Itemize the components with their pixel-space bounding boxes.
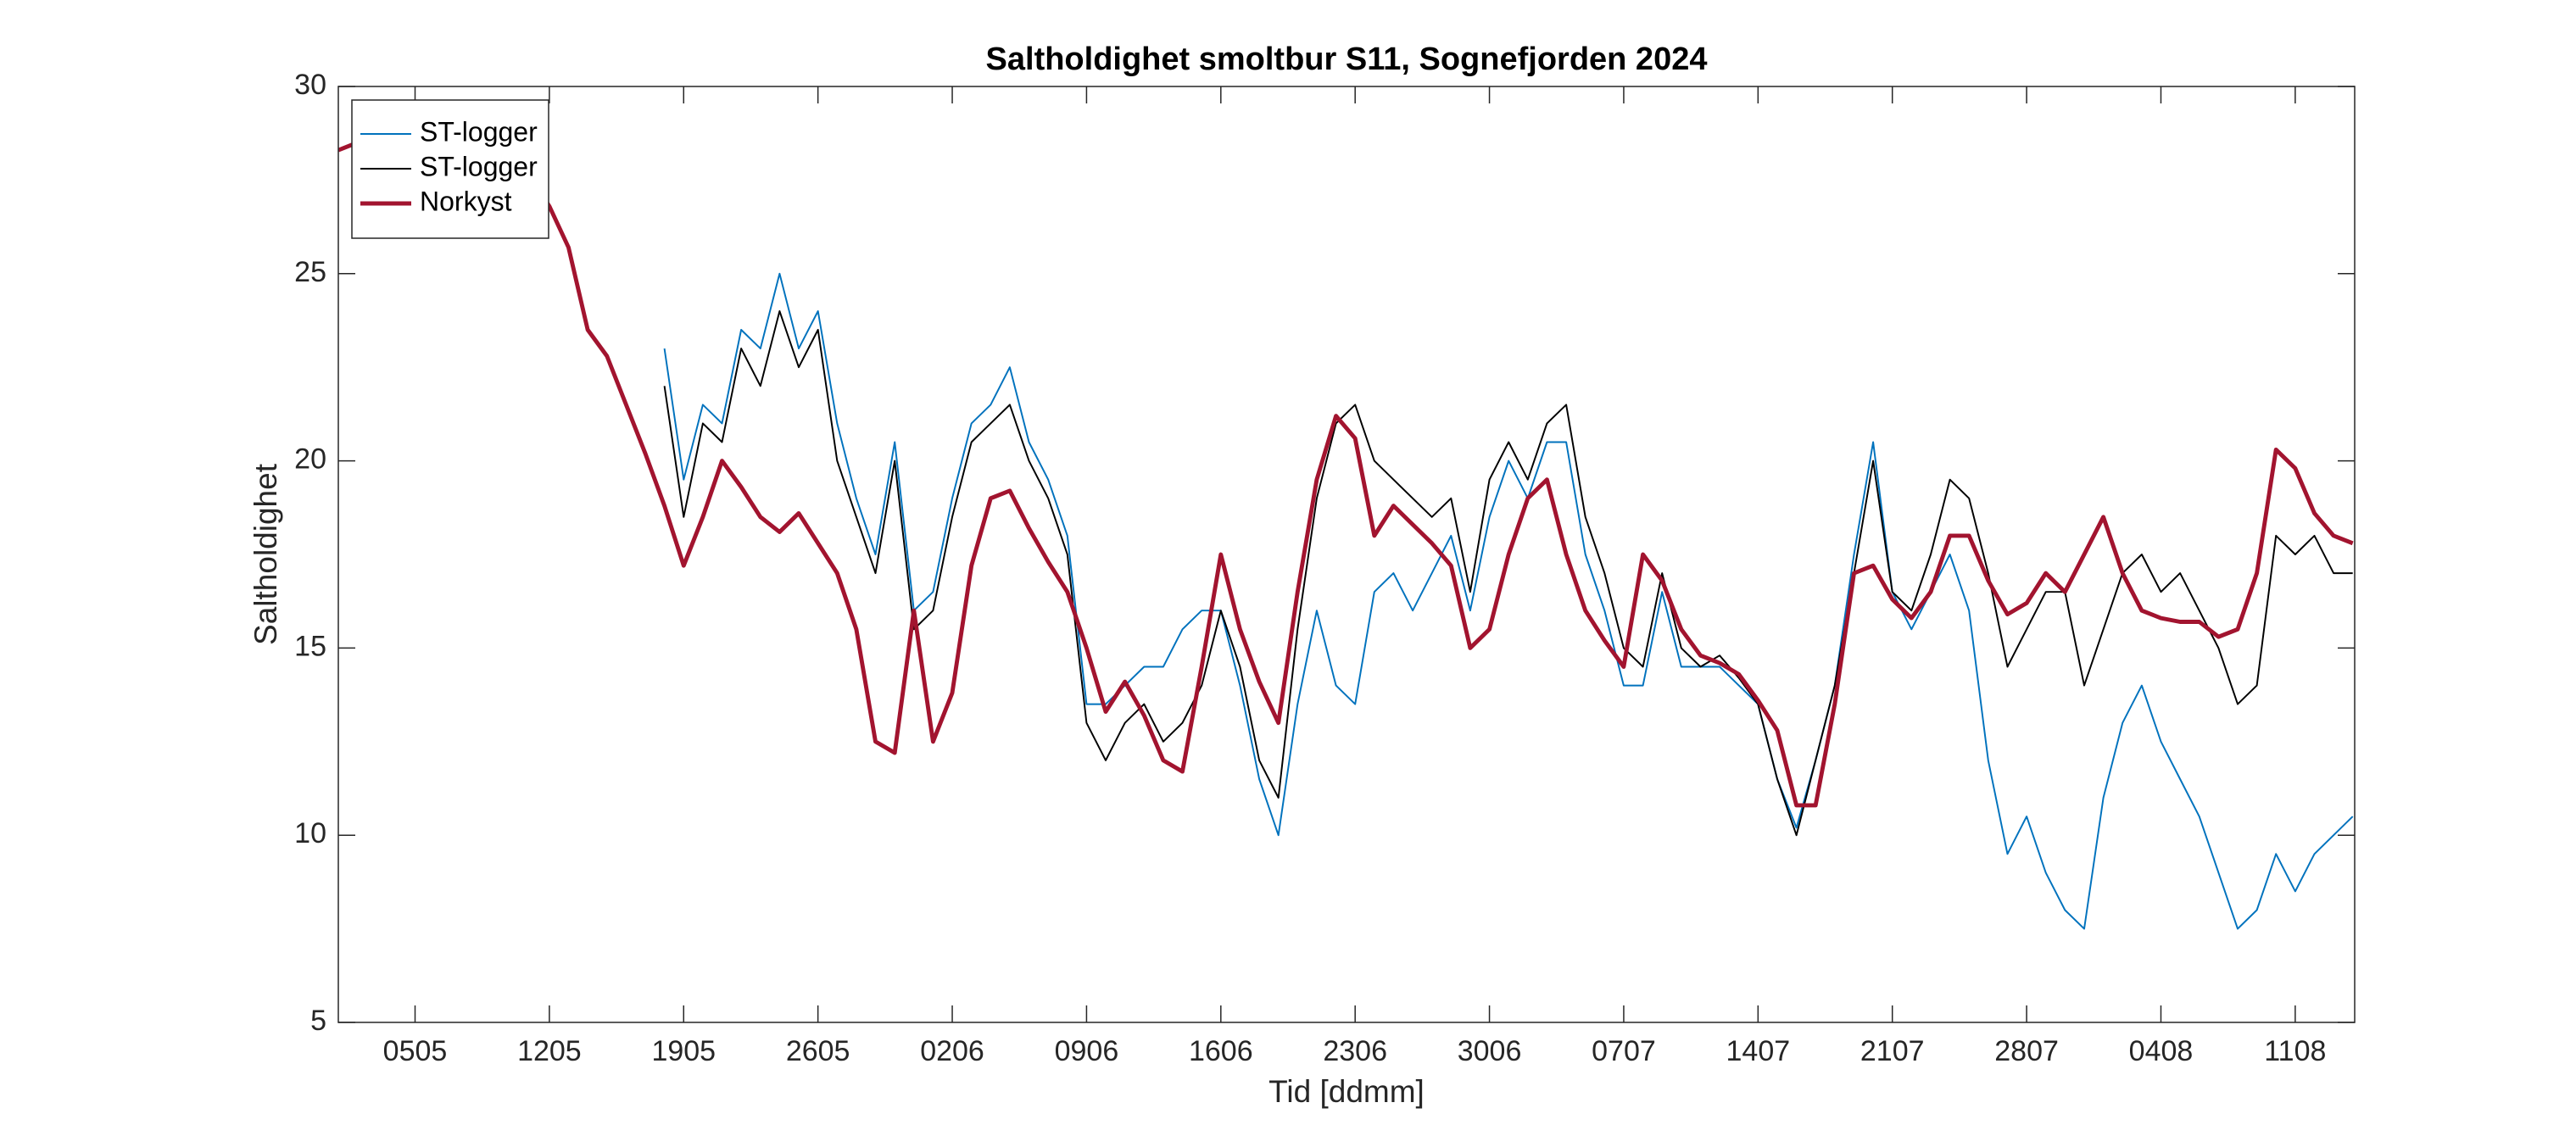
y-tick-label: 15 (294, 630, 326, 662)
series-line (663, 272, 2354, 930)
x-tick-label: 1108 (2264, 1035, 2326, 1067)
x-tick-label: 2306 (1323, 1035, 1387, 1067)
x-tick-label: 3006 (1458, 1035, 1522, 1067)
x-tick-label: 2605 (786, 1035, 850, 1067)
y-tick-label: 10 (294, 817, 326, 849)
x-tick-label: 0707 (1592, 1035, 1656, 1067)
legend-label: ST-logger (420, 116, 538, 147)
y-tick-label: 5 (310, 1005, 326, 1037)
x-tick-label: 1407 (1726, 1035, 1791, 1067)
x-tick-label: 0206 (920, 1035, 984, 1067)
x-tick-label: 2107 (1860, 1035, 1925, 1067)
chart-title: Saltholdighet smoltbur S11, Sognefjorden… (986, 42, 1708, 77)
x-tick-label: 1205 (517, 1035, 582, 1067)
series-line (338, 99, 2354, 808)
x-axis-label: Tid [ddmm] (1268, 1074, 1425, 1109)
legend-label: Norkyst (420, 186, 512, 216)
legend-label: ST-logger (420, 151, 538, 181)
y-axis-label: Saltholdighet (248, 463, 283, 645)
plot-frame (337, 86, 2356, 1023)
y-tick-label: 25 (294, 256, 326, 288)
x-tick-label: 0408 (2129, 1035, 2194, 1067)
y-tick-label: 30 (294, 69, 326, 101)
x-tick-label: 1905 (651, 1035, 716, 1067)
x-tick-label: 0906 (1055, 1035, 1119, 1067)
x-tick-label: 1606 (1189, 1035, 1253, 1067)
series-line (663, 310, 2353, 837)
x-tick-label: 0505 (383, 1035, 448, 1067)
y-tick-label: 20 (294, 443, 326, 476)
x-tick-label: 2807 (1994, 1035, 2059, 1067)
